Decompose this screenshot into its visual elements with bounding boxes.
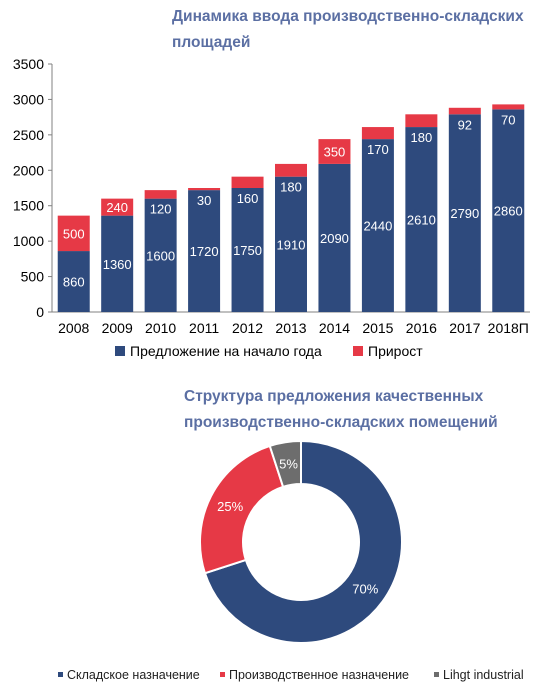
y-tick-label: 2500	[13, 127, 44, 143]
data-label-increase: 350	[324, 145, 346, 160]
x-tick-label: 2010	[145, 320, 176, 336]
bar-segment-increase	[405, 114, 438, 128]
data-label-increase: 70	[501, 112, 515, 127]
bar-segment-base	[231, 188, 264, 312]
bar-segment-base	[188, 190, 221, 312]
bar-segment-base	[361, 139, 394, 312]
bar-segment-base	[492, 109, 525, 312]
data-label-base: 860	[63, 275, 85, 290]
bar-segment-increase	[144, 190, 177, 199]
bar-segment-base	[101, 215, 134, 312]
bar-segment-increase	[57, 215, 90, 252]
legend-label: Lihgt industrial	[443, 668, 524, 682]
x-tick-label: 2014	[319, 320, 350, 336]
legend-swatch-supply	[115, 346, 125, 356]
x-tick-label: 2013	[275, 320, 306, 336]
slice-label: 70%	[352, 582, 378, 597]
legend-label-supply: Предложение на начало года	[130, 343, 322, 359]
donut-slice	[203, 439, 403, 644]
slice-label: 25%	[217, 499, 243, 514]
data-label-increase: 180	[411, 130, 433, 145]
y-tick-label: 500	[21, 269, 45, 285]
y-tick-label: 3000	[13, 91, 44, 107]
donut-chart: 70% 25% 5% Складское назначение Производстве…	[58, 439, 524, 682]
bar-segment-increase	[188, 188, 221, 191]
y-tick-label: 3500	[13, 56, 44, 72]
x-tick-label: 2018П	[488, 320, 529, 336]
chart1-title: Динамика ввода производственно-складских…	[172, 8, 524, 51]
bar-segment-increase	[275, 163, 307, 177]
bar-segment-base	[318, 163, 351, 312]
legend-swatch	[434, 672, 439, 677]
bar-segment-base	[57, 251, 90, 312]
y-tick-label: 1000	[13, 233, 44, 249]
legend-swatch	[220, 672, 225, 677]
bar-segment-increase	[101, 198, 134, 216]
legend-swatch	[58, 672, 63, 677]
data-label-increase: 92	[458, 117, 472, 132]
data-label-base: 1600	[146, 248, 175, 263]
y-tick-label: 1500	[13, 198, 44, 214]
data-label-increase: 120	[150, 202, 172, 217]
data-label-increase: 170	[367, 142, 389, 157]
x-tick-label: 2011	[189, 320, 219, 336]
data-label-base: 2610	[407, 213, 436, 228]
data-label-base: 2860	[494, 204, 523, 219]
legend-label: Производственное назначение	[229, 668, 409, 682]
data-label-increase: 160	[237, 191, 259, 206]
chart2-title: Структура предложения качественных произ…	[184, 388, 498, 431]
bar-chart: 0 500 1000 1500 2000 2500 3000 3500 860 500 2008 13…	[13, 56, 530, 359]
x-tick-label: 2016	[406, 320, 437, 336]
bar-segment-base	[144, 198, 177, 312]
bar-segment-increase	[492, 104, 525, 110]
bar-segment-base	[275, 176, 307, 312]
x-tick-label: 2015	[362, 320, 393, 336]
bar-segment-base	[405, 127, 438, 312]
data-label-base: 1360	[103, 257, 132, 272]
x-tick-label: 2009	[102, 320, 133, 336]
data-label-base: 1910	[277, 237, 306, 252]
legend-swatch-increase	[353, 346, 363, 356]
slice-label: 5%	[279, 456, 298, 471]
bar-segment-increase	[231, 176, 264, 188]
data-label-base: 1750	[233, 243, 262, 258]
data-label-base: 1720	[190, 244, 219, 259]
data-label-increase: 30	[197, 193, 211, 208]
donut-slice	[268, 439, 302, 489]
data-label-increase: 240	[106, 200, 128, 215]
bar-segment-increase	[448, 107, 481, 115]
bar-segment-base	[448, 114, 481, 313]
data-label-base: 2090	[320, 231, 349, 246]
x-tick-label: 2012	[232, 320, 263, 336]
legend-label: Складское назначение	[67, 668, 200, 682]
data-label-base: 2790	[450, 206, 479, 221]
bar-segment-increase	[361, 127, 394, 140]
y-tick-label: 2000	[13, 162, 44, 178]
x-tick-label: 2017	[449, 320, 480, 336]
data-label-base: 2440	[363, 219, 392, 234]
x-tick-label: 2008	[58, 320, 89, 336]
data-label-increase: 500	[63, 226, 85, 241]
data-label-increase: 180	[280, 180, 302, 195]
bar-segment-increase	[318, 139, 351, 164]
legend-label-increase: Прирост	[368, 343, 423, 359]
y-tick-label: 0	[36, 304, 44, 320]
